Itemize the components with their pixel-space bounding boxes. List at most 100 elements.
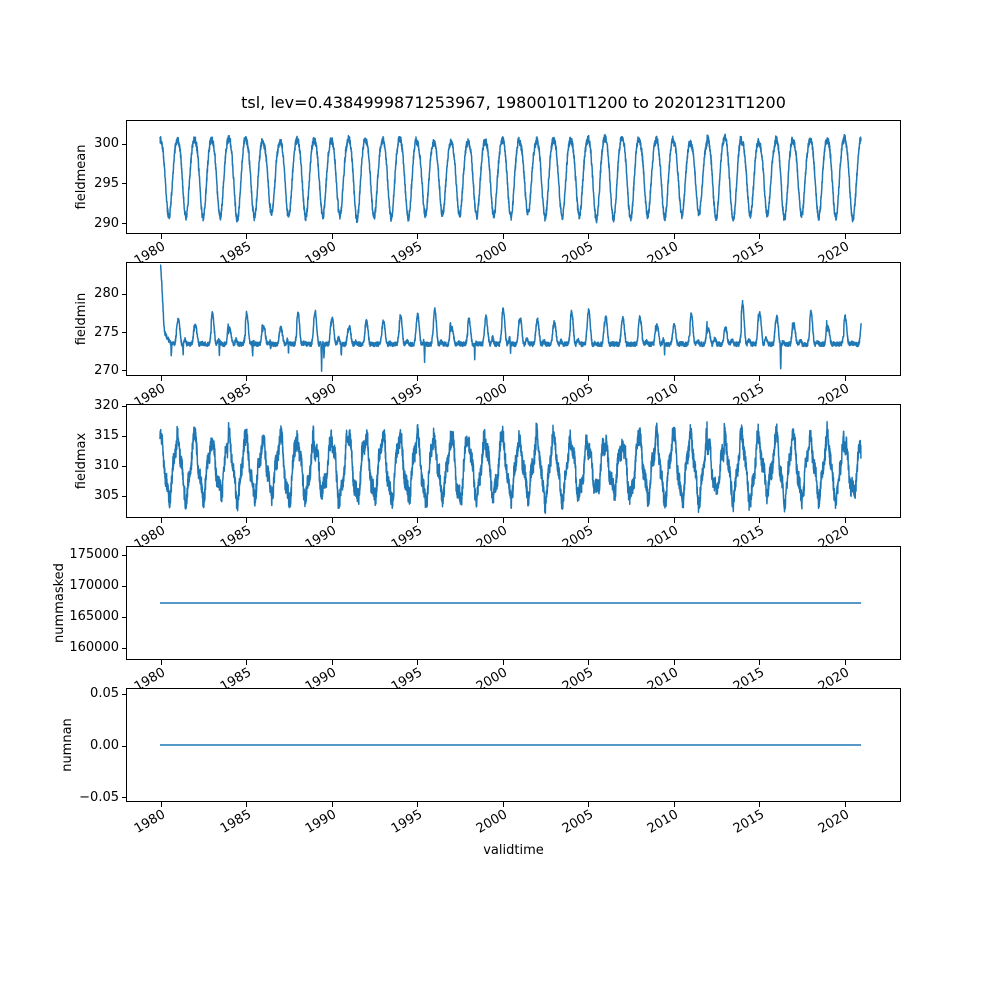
y-tick-label: 170000 <box>69 578 119 593</box>
x-tick <box>160 802 162 807</box>
y-axis-label-fieldmax: fieldmax <box>74 432 90 490</box>
x-tick <box>844 660 846 665</box>
x-tick <box>759 802 760 807</box>
x-tick <box>844 376 846 381</box>
x-tick <box>331 802 333 807</box>
y-tick-label: 0.00 <box>90 738 119 753</box>
y-tick-label: 165000 <box>69 609 119 625</box>
y-tick-label: 310 <box>94 458 119 474</box>
x-tick <box>417 234 418 239</box>
y-tick <box>122 693 126 695</box>
y-tick <box>122 143 126 145</box>
y-tick-label: 270 <box>94 362 119 378</box>
series-line-fieldmin <box>159 264 862 373</box>
y-tick-label: 175000 <box>69 547 119 562</box>
y-tick <box>122 370 126 372</box>
x-tick <box>246 802 247 807</box>
x-tick <box>588 376 589 381</box>
y-tick <box>122 495 126 497</box>
series-line-fieldmax <box>159 421 862 514</box>
x-tick <box>331 376 333 381</box>
x-tick <box>502 518 504 523</box>
x-tick <box>502 802 504 807</box>
y-axis-label-numnan: numnan <box>59 718 75 772</box>
y-tick <box>122 465 126 467</box>
y-axis-label-nummasked: nummasked <box>52 563 68 643</box>
y-tick-label: 275 <box>94 324 119 340</box>
x-tick <box>160 518 162 523</box>
x-tick <box>588 660 589 665</box>
y-tick-label: 300 <box>94 136 119 152</box>
x-tick <box>844 518 846 523</box>
x-tick <box>759 376 760 381</box>
subplot-fieldmean: 290 295 300 1980 1985 1990 1995 2000 2005 2010 201… <box>94 120 901 269</box>
x-tick <box>246 518 247 523</box>
y-tick <box>122 435 126 437</box>
x-tick <box>331 518 333 523</box>
series-line-numnan <box>160 744 862 746</box>
x-tick <box>331 234 333 239</box>
x-tick <box>417 660 418 665</box>
x-tick <box>246 234 247 239</box>
x-tick <box>160 660 162 665</box>
y-tick <box>122 405 126 407</box>
y-tick-label: 290 <box>94 215 119 231</box>
y-tick <box>122 554 126 556</box>
x-tick <box>844 802 846 807</box>
y-tick <box>122 293 126 295</box>
y-tick-label: 320 <box>94 398 119 414</box>
x-tick <box>673 802 675 807</box>
y-tick <box>122 183 126 185</box>
x-tick <box>673 234 675 239</box>
subplot-fieldmax: 305 310 315 320 1980 1985 1990 1995 2000 2005 2010… <box>94 399 901 553</box>
x-tick <box>246 660 247 665</box>
x-tick <box>417 376 418 381</box>
x-axis-label: validtime <box>483 843 544 858</box>
x-tick <box>502 376 504 381</box>
y-tick-label: 0.05 <box>90 686 119 702</box>
series-polyline <box>159 421 862 514</box>
x-tick <box>160 376 162 381</box>
x-tick <box>331 660 333 665</box>
x-tick <box>673 376 675 381</box>
x-tick <box>844 234 846 239</box>
x-tick <box>588 234 589 239</box>
x-tick <box>417 518 418 523</box>
x-tick <box>588 802 589 807</box>
subplot-numnan: −0.05 0.00 0.05 1980 1985 1990 1995 2000 2005 201… <box>79 687 901 837</box>
x-tick <box>673 518 675 523</box>
x-tick <box>759 660 760 665</box>
x-tick <box>759 518 760 523</box>
y-tick-label: 280 <box>94 286 119 302</box>
series-polyline <box>159 264 862 373</box>
y-axis-label-fieldmean: fieldmean <box>74 144 90 210</box>
y-tick <box>122 332 126 334</box>
x-tick <box>246 376 247 381</box>
y-tick-label: −0.05 <box>79 789 119 805</box>
x-tick <box>502 660 504 665</box>
series-line-fieldmean <box>159 133 862 224</box>
series-polyline <box>159 133 862 224</box>
y-tick <box>122 745 126 747</box>
y-tick-label: 160000 <box>69 640 119 656</box>
x-tick <box>417 802 418 807</box>
y-tick-label: 315 <box>94 428 119 444</box>
x-tick <box>160 234 162 239</box>
y-tick-label: 295 <box>94 175 119 191</box>
y-tick <box>122 585 126 587</box>
y-tick <box>122 223 126 225</box>
series-line-nummasked <box>160 602 862 604</box>
x-tick <box>502 234 504 239</box>
y-axis-label-fieldmin: fieldmin <box>74 292 90 346</box>
x-tick <box>759 234 760 239</box>
x-tick <box>588 518 589 523</box>
y-tick <box>122 616 126 618</box>
subplot-nummasked: 160000 165000 170000 175000 1980 1985 1990 1995… <box>69 546 901 695</box>
chart-title: tsl, lev=0.4384999871253967, 19800101T12… <box>241 93 786 112</box>
y-tick-label: 305 <box>94 488 119 504</box>
subplot-fieldmin: 270 275 280 1980 1985 1990 1995 2000 2005 2010 201… <box>94 262 901 411</box>
y-tick <box>122 797 126 799</box>
y-tick <box>122 647 126 649</box>
x-tick <box>673 660 675 665</box>
